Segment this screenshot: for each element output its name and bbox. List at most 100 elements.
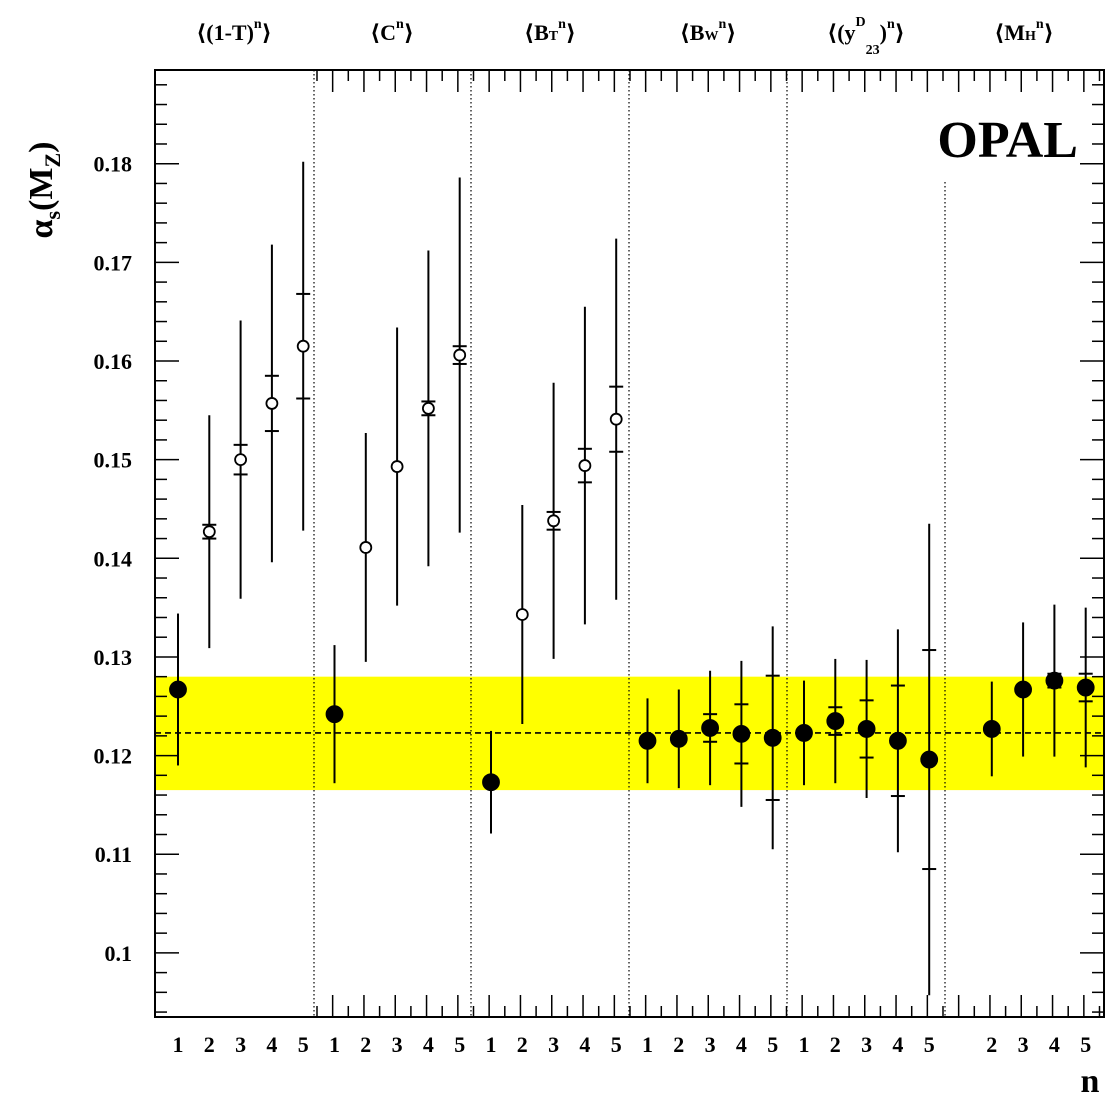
point-filled [982, 720, 1001, 738]
axis-labels: 1 2 3 4 5⟨(1-T)n⟩1 2 3 4 5⟨Cn⟩1 2 3 4 5⟨BTn⟩1 2 3 4 5⟨BW… [94, 15, 1092, 1057]
observable-label-part: ) [247, 20, 254, 45]
observable-label-part: ⟩ [895, 20, 905, 45]
observable-label: ⟨Cn⟩ [370, 17, 414, 45]
point-filled [732, 724, 751, 743]
point-open [265, 397, 279, 410]
n-tick-label: 3 [705, 1032, 716, 1057]
point-open [578, 459, 592, 472]
observable-label: ⟨(1-T)n⟩ [196, 17, 272, 45]
y-axis-title-part: s [40, 211, 65, 220]
n-tick-label: 1 [642, 1032, 653, 1057]
n-tick-label: 2 [830, 1032, 841, 1057]
n-tick-label: 1 [486, 1032, 497, 1057]
observable-label-part: n [396, 17, 404, 32]
point-filled [325, 705, 344, 724]
n-tick-label: 3 [235, 1032, 246, 1057]
n-tick-label: 3 [548, 1032, 559, 1057]
point-filled [1045, 671, 1064, 690]
point-open [609, 412, 623, 426]
point-filled [920, 750, 939, 769]
point-open [359, 541, 373, 554]
y-tick-label: 0.17 [94, 250, 133, 275]
point-filled [826, 712, 845, 730]
n-tick-label: 3 [1018, 1032, 1029, 1057]
observable-label: ⟨BTn⟩ [524, 17, 576, 45]
observable-label-part: ⟩ [262, 20, 272, 45]
point-open [390, 460, 404, 473]
observable-label-part: 23 [866, 43, 880, 58]
observable-label-part: ⟨(y [827, 20, 855, 45]
n-tick-label: 2 [204, 1032, 215, 1057]
n-tick-label: 1 [329, 1032, 340, 1057]
point-open [234, 453, 248, 467]
point-filled [763, 728, 782, 747]
n-tick-label: 4 [736, 1032, 747, 1057]
observable-label: ⟨(yD23)n⟩ [827, 15, 905, 58]
point-filled [795, 724, 813, 742]
point-open [547, 514, 560, 528]
y-tick-label: 0.1 [105, 941, 133, 966]
observable-label: ⟨BWn⟩ [680, 17, 737, 45]
point-filled [701, 719, 719, 737]
observable-label-part: ⟨C [370, 20, 396, 45]
group-separators [313, 70, 946, 1017]
observable-label-part: n [558, 17, 566, 32]
n-tick-label: 4 [266, 1032, 277, 1057]
n-tick-label: 4 [423, 1032, 434, 1057]
observable-label-part: ⟨M [994, 20, 1025, 45]
observable-label-part: n [254, 17, 262, 32]
point-filled [669, 729, 688, 748]
n-tick-label: 4 [579, 1032, 590, 1057]
observable-label: ⟨MHn⟩ [994, 17, 1054, 45]
n-tick-label: 1 [799, 1032, 810, 1057]
point-filled [482, 773, 500, 792]
n-tick-label: 5 [1080, 1032, 1091, 1057]
y-tick-label: 0.11 [95, 842, 132, 867]
n-tick-label: 5 [298, 1032, 309, 1057]
n-tick-label: 2 [360, 1032, 371, 1057]
y-axis-title-part: Z [40, 153, 65, 168]
observable-label-part: n [1036, 17, 1044, 32]
plot-frame [154, 69, 1105, 1018]
observable-label-part: ⟩ [404, 20, 414, 45]
y-axis-title-part: α [23, 219, 60, 238]
point-open [453, 348, 467, 362]
y-tick-label: 0.16 [94, 349, 133, 374]
n-tick-label: 5 [454, 1032, 465, 1057]
point-open [515, 608, 529, 621]
observable-label-part: ⟩ [1044, 20, 1054, 45]
n-tick-label: 3 [861, 1032, 872, 1057]
y-axis-title-part: ) [23, 142, 60, 153]
data-points [169, 161, 1095, 996]
point-filled [1076, 678, 1095, 697]
y-tick-label: 0.13 [94, 645, 133, 670]
observable-label-part: ) [880, 20, 887, 45]
observable-label-part: n [718, 17, 726, 32]
n-tick-label: 5 [767, 1032, 778, 1057]
n-tick-label: 5 [611, 1032, 622, 1057]
n-tick-label: 3 [392, 1032, 403, 1057]
n-tick-label: 4 [1049, 1032, 1060, 1057]
n-tick-label: 1 [173, 1032, 184, 1057]
y-tick-label: 0.15 [94, 448, 133, 473]
chart-title: OPAL [937, 112, 1078, 169]
observable-label-part: D [856, 15, 866, 30]
y-tick-label: 0.12 [94, 744, 133, 769]
observable-label-part: ⟨(1-T [196, 20, 247, 45]
axis-ticks [155, 70, 1104, 1017]
observable-label-part: ⟨B [680, 20, 705, 45]
n-tick-label: 2 [517, 1032, 528, 1057]
y-tick-label: 0.14 [94, 546, 133, 571]
y-axis-title: αs(MZ) [23, 142, 65, 239]
n-tick-label: 4 [892, 1032, 903, 1057]
observable-label-part: ⟩ [566, 20, 576, 45]
n-tick-label: 5 [924, 1032, 935, 1057]
observable-label-part: ⟨B [524, 20, 549, 45]
point-open [421, 401, 435, 415]
y-axis-title-part: (M [23, 168, 60, 211]
point-open [296, 339, 310, 353]
observable-label-part: n [887, 17, 895, 32]
point-filled [169, 680, 187, 699]
point-filled [889, 731, 907, 750]
